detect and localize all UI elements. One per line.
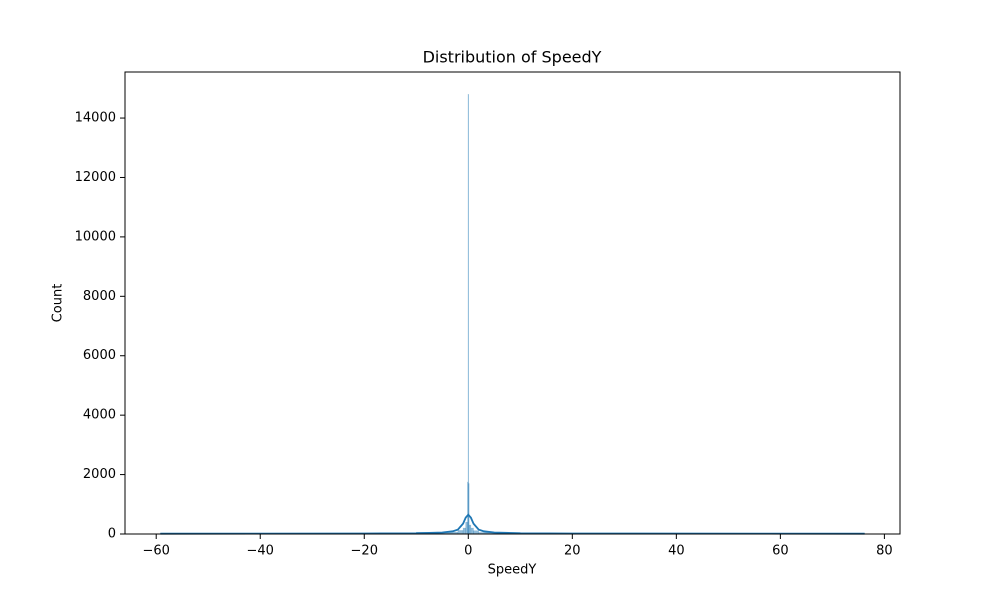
x-tick-label: −60 [142,544,169,559]
x-tick-label: −20 [351,544,378,559]
y-tick-label: 4000 [83,408,116,423]
bar [457,530,464,535]
y-tick-label: 14000 [75,111,116,126]
bar [470,527,474,535]
x-tick-label: 60 [772,544,789,559]
bar [465,521,468,535]
y-axis-label: Count [51,284,66,323]
chart-title: Distribution of SpeedY [423,48,602,67]
x-tick-label: 40 [668,544,685,559]
y-tick-label: 12000 [75,170,116,185]
y-tick-label: 6000 [83,348,116,363]
bar [468,524,472,535]
y-tick-label: 0 [108,527,116,542]
x-tick-label: −40 [247,544,274,559]
y-tick-label: 10000 [75,229,116,244]
y-tick-label: 8000 [83,289,116,304]
x-tick-label: 80 [876,544,893,559]
axes-frame [124,71,901,535]
bar [467,94,469,535]
x-axis-label: SpeedY [488,563,537,578]
kde-line [160,513,865,535]
x-tick-label: 0 [464,544,472,559]
y-tick-label: 2000 [83,467,116,482]
bar [462,527,466,535]
x-tick-label: 20 [564,544,581,559]
